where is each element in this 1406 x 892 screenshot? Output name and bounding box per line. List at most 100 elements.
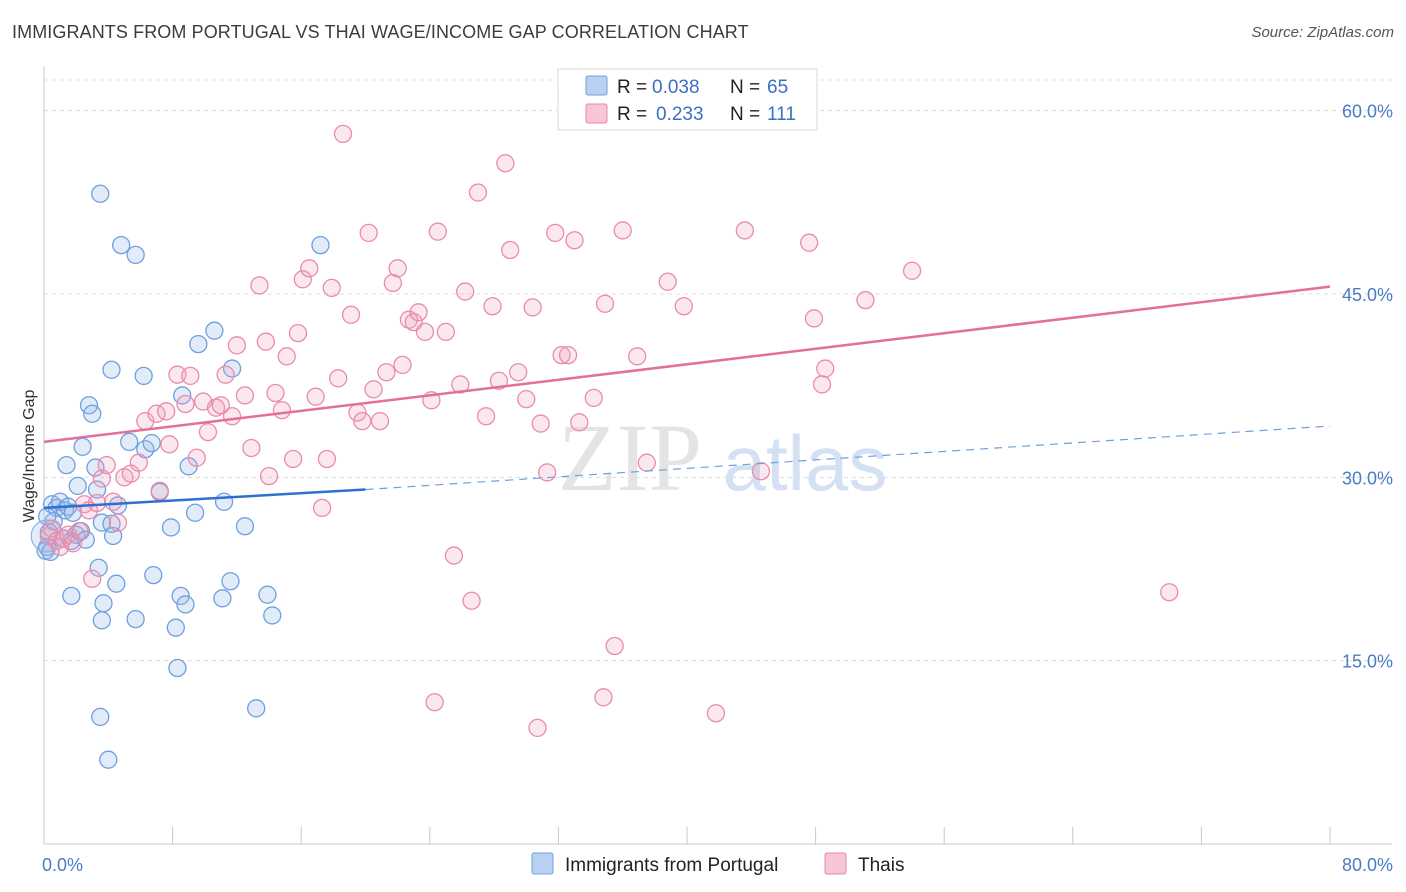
thais-point-7 [70, 521, 89, 541]
thais-point-76 [483, 297, 502, 316]
portugal-point-60 [91, 707, 110, 727]
thais-point-27 [187, 448, 206, 467]
thais-point-82 [523, 298, 542, 317]
thais-point-93 [613, 221, 632, 240]
thais-point-105 [856, 290, 875, 310]
legend-swatch-portugal [585, 75, 608, 96]
thais-point-31 [211, 396, 230, 415]
thais-point-25 [176, 394, 195, 414]
thais-point-83 [531, 414, 550, 433]
thais-point-26 [181, 366, 200, 386]
thais-point-32 [216, 365, 235, 384]
thais-point-35 [235, 386, 255, 405]
thais-point-89 [570, 413, 589, 432]
thais-point-77 [489, 371, 509, 390]
portugal-point-18 [83, 404, 102, 423]
thais-point-13 [97, 455, 116, 475]
portugal-point-41 [161, 518, 181, 537]
thais-point-72 [456, 282, 475, 301]
thais-point-29 [198, 422, 218, 442]
thais-point-10 [83, 569, 102, 588]
chart-title: IMMIGRANTS FROM PORTUGAL VS THAI WAGE/IN… [12, 22, 749, 42]
portugal-point-59 [311, 235, 330, 255]
thais-point-57 [364, 380, 383, 399]
portugal-point-52 [214, 492, 234, 511]
thais-point-84 [537, 463, 557, 482]
bottom-legend-label-portugal: Immigrants from Portugal [565, 855, 778, 876]
thais-point-23 [157, 402, 176, 421]
legend-n-label-thais: N = [730, 104, 760, 125]
thais-point-42 [277, 347, 296, 366]
thais-point-15 [108, 513, 128, 532]
portugal-point-44 [171, 586, 190, 606]
legend-n-label-portugal: N = [730, 77, 760, 98]
portugal-point-45 [176, 595, 195, 614]
trend-lines [43, 285, 1331, 510]
thais-point-88 [565, 231, 584, 250]
thais-point-22 [160, 435, 179, 454]
legend-top: R = 0.038 N = 65 R = 0.233 N = 111 [557, 68, 818, 131]
thais-point-81 [517, 389, 536, 409]
portugal-point-23 [62, 586, 81, 606]
thais-point-18 [129, 453, 148, 472]
thais-point-110 [594, 688, 613, 707]
legend-n-value-thais: 111 [767, 104, 796, 125]
x-tick-label-min: 0.0% [42, 855, 83, 875]
thais-point-50 [322, 278, 341, 298]
thais-point-63 [399, 310, 419, 329]
portugal-point-32 [112, 235, 131, 255]
thais-point-51 [329, 369, 348, 388]
thais-point-59 [377, 363, 396, 382]
thais-point-92 [605, 636, 624, 656]
thais-point-45 [293, 270, 312, 289]
portugal-point-49 [189, 334, 208, 354]
thais-point-65 [409, 303, 428, 322]
thais-point-107 [1160, 583, 1179, 602]
thais-point-85 [546, 223, 565, 243]
thais-point-91 [595, 294, 615, 313]
thais-point-30 [206, 398, 226, 417]
thais-point-58 [370, 411, 390, 431]
x-tick-labels: 0.0% 80.0% [42, 855, 1393, 875]
thais-point-48 [312, 498, 332, 518]
portugal-point-14 [57, 455, 76, 475]
thais-point-53 [341, 305, 361, 324]
thais-point-100 [751, 462, 771, 481]
thais-point-44 [288, 323, 308, 343]
thais-point-80 [509, 363, 528, 382]
thais-point-79 [501, 240, 520, 260]
thais-point-60 [383, 273, 402, 293]
portugal-point-57 [258, 585, 277, 604]
thais-point-75 [476, 407, 496, 426]
portugal-point-48 [185, 503, 205, 522]
thais-point-5 [58, 525, 78, 544]
thais-point-96 [658, 272, 677, 291]
trend-line-portugal [43, 488, 366, 510]
y-tick-label-2: 45.0% [1342, 285, 1393, 305]
y-tick-label-1: 30.0% [1342, 468, 1393, 488]
thais-point-62 [393, 355, 412, 375]
zipatlas-watermark: ZIP atlas [558, 404, 887, 511]
watermark-atlas: atlas [723, 419, 888, 507]
thais-point-69 [436, 322, 456, 342]
thais-point-86 [552, 345, 571, 365]
thais-point-36 [242, 438, 261, 458]
thais-point-11 [87, 493, 107, 513]
legend-swatch-thais [585, 103, 608, 124]
thais-point-106 [902, 261, 922, 280]
series-portugal-points [30, 184, 330, 769]
legend-r-label-thais: R = [617, 104, 647, 125]
y-tick-label-3: 60.0% [1342, 102, 1393, 122]
portugal-point-61 [99, 750, 118, 769]
thais-point-103 [812, 375, 832, 394]
bottom-legend-label-thais: Thais [858, 855, 904, 876]
portugal-point-36 [126, 609, 145, 629]
thais-point-43 [284, 449, 303, 469]
portugal-point-15 [68, 476, 87, 496]
thais-point-74 [468, 183, 488, 202]
grid-lines [44, 79, 1392, 662]
portugal-point-37 [144, 565, 163, 585]
thais-point-109 [528, 718, 547, 738]
legend-r-value-portugal: 0.038 [652, 77, 700, 98]
portugal-point-19 [86, 458, 105, 477]
